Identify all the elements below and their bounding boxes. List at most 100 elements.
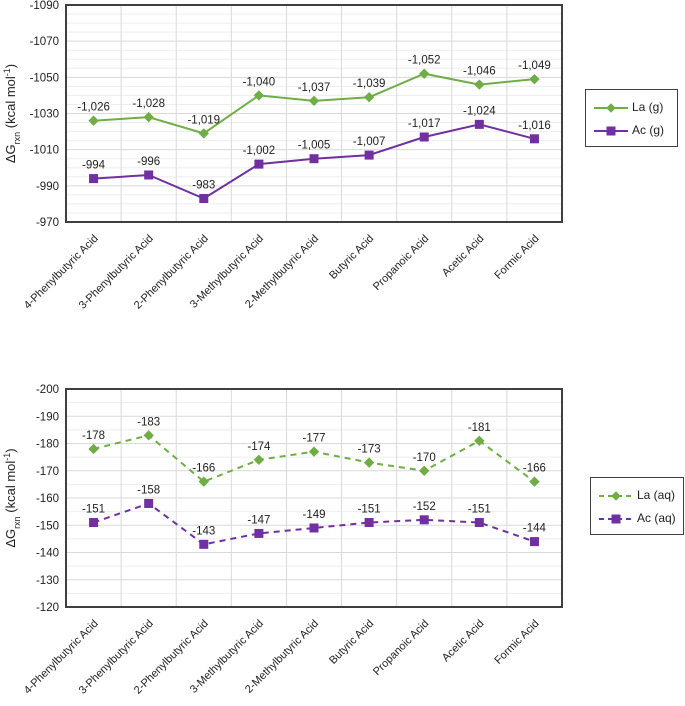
plot-border	[65, 388, 563, 608]
la-aq-dashed-line-marker-icon	[599, 489, 633, 501]
data-label: -983	[192, 179, 215, 191]
y-tick-label: -1010	[30, 145, 59, 157]
y-tick-label: -150	[36, 520, 59, 532]
data-label: -1,037	[298, 82, 331, 94]
y-tick-label: -970	[36, 217, 59, 229]
y-tick-label: -130	[36, 575, 59, 587]
y-tick-label: -1090	[30, 0, 59, 12]
data-label: -1,040	[243, 76, 276, 88]
data-point-marker	[419, 132, 429, 142]
data-label: -1,039	[353, 78, 386, 90]
gas-phase-legend: La (g) Ac (g)	[585, 89, 678, 147]
data-label: -174	[247, 441, 271, 453]
aqueous-phase-legend: La (aq) Ac (aq)	[590, 477, 684, 535]
legend-label-la-aq: La (aq)	[637, 487, 676, 502]
data-point-marker	[309, 154, 319, 164]
x-category-label: Butyric Acid	[327, 618, 376, 667]
data-point-marker	[419, 465, 430, 476]
x-category-label: Formic Acid	[492, 618, 541, 667]
x-category-label: Propanoic Acid	[371, 233, 431, 293]
legend-entry-ac-g: Ac (g)	[594, 123, 669, 137]
data-point-marker	[308, 95, 320, 107]
x-category-label: Acetic Acid	[440, 618, 487, 665]
data-label: -1,026	[77, 102, 110, 114]
y-tick-label: -200	[36, 384, 59, 396]
x-category-label: Formic Acid	[492, 233, 541, 282]
data-point-marker	[89, 518, 99, 528]
data-label: -149	[302, 509, 325, 521]
data-label: -143	[192, 525, 215, 537]
data-label: -1,052	[408, 55, 441, 67]
data-label: -166	[192, 463, 215, 475]
data-label: -1,046	[463, 66, 496, 78]
x-category-label: Propanoic Acid	[371, 618, 431, 678]
y-tick-label: -170	[36, 466, 59, 478]
data-point-marker	[529, 134, 539, 144]
data-point-marker	[253, 90, 265, 101]
data-point-marker	[308, 446, 320, 457]
data-label: -147	[247, 514, 270, 526]
legend-entry-la-g: La (g)	[594, 100, 669, 114]
y-axis-title: ΔGrxn (kcal mol-1)	[2, 448, 22, 547]
data-point-marker	[253, 454, 265, 466]
data-point-marker	[529, 73, 540, 85]
aqueous-phase-line-chart: -178 -183 -166 -174 -177 -173 -170 -181 -166 -151…	[2, 384, 563, 697]
data-label: -1,019	[187, 114, 220, 126]
data-point-marker	[144, 498, 154, 508]
legend-label-ac-g: Ac (g)	[632, 122, 665, 137]
data-label: -152	[413, 501, 436, 513]
y-tick-label: -120	[36, 602, 59, 614]
data-label: -183	[137, 416, 160, 428]
data-point-marker	[474, 79, 485, 90]
data-label: -1,007	[353, 136, 386, 148]
data-label: -996	[137, 156, 160, 168]
data-point-marker	[419, 68, 430, 79]
data-label: -144	[523, 523, 547, 535]
legend-label-la-g: La (g)	[632, 99, 664, 114]
y-tick-label: -1070	[30, 36, 59, 48]
legend-entry-ac-aq: Ac (aq)	[599, 510, 676, 525]
x-category-label: Acetic Acid	[440, 233, 487, 280]
data-label: -1,002	[243, 145, 276, 157]
x-category-label: Butyric Acid	[327, 233, 376, 282]
data-point-marker	[364, 518, 374, 528]
data-point-marker	[419, 515, 429, 525]
data-point-marker	[144, 170, 154, 180]
ac-g-line-marker-icon	[594, 124, 628, 136]
ac-aq-dashed-line-marker-icon	[599, 512, 633, 524]
y-tick-label: -1030	[30, 109, 59, 121]
data-point-marker	[143, 430, 154, 441]
data-label: -151	[82, 504, 105, 516]
data-label: -173	[358, 444, 381, 456]
data-point-marker	[529, 476, 540, 487]
plot-border	[65, 4, 563, 223]
data-label: -151	[468, 504, 491, 516]
data-point-marker	[254, 159, 264, 169]
data-label: -1,024	[463, 105, 496, 117]
data-point-marker	[474, 518, 484, 528]
data-point-marker	[474, 119, 484, 129]
data-label: -994	[82, 160, 106, 172]
data-label: -1,049	[518, 60, 551, 72]
data-label: -178	[82, 430, 105, 442]
series-line-acaq	[93, 502, 535, 546]
data-label: -1,017	[408, 118, 441, 130]
legend-entry-la-aq: La (aq)	[599, 488, 675, 502]
data-point-marker	[199, 539, 209, 549]
data-label: -166	[523, 463, 546, 475]
data-label: -1,028	[132, 98, 165, 110]
y-tick-label: -1050	[30, 72, 59, 84]
y-tick-label: -190	[36, 411, 59, 423]
y-tick-label: -140	[36, 548, 59, 560]
legend-label-ac-aq: Ac (aq)	[637, 510, 676, 525]
data-label: -151	[358, 504, 381, 516]
data-point-marker	[198, 476, 209, 487]
data-point-marker	[88, 115, 99, 126]
data-point-marker	[143, 111, 154, 123]
data-point-marker	[309, 523, 319, 533]
data-point-marker	[364, 150, 374, 160]
data-point-marker	[474, 435, 485, 446]
y-tick-label: -180	[36, 439, 59, 451]
y-tick-label: -160	[36, 493, 59, 505]
